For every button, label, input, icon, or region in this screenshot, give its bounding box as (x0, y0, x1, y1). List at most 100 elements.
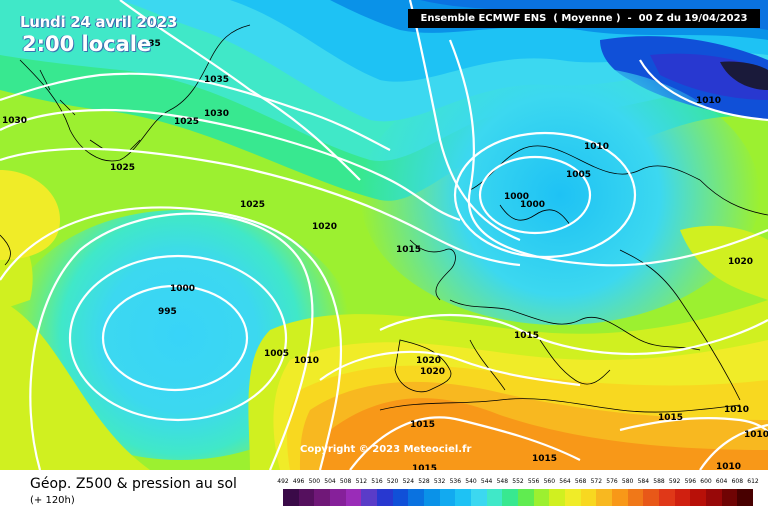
color-scale-value: 540 (465, 478, 477, 485)
isobar-label: 1000 (170, 284, 195, 294)
color-scale-value: 532 (433, 478, 446, 485)
color-scale-value: 500 (308, 478, 321, 485)
color-scale-swatch (706, 489, 722, 506)
color-scale-value: 504 (324, 478, 336, 485)
isobar-label: 1025 (174, 117, 199, 127)
isobar-label: 1015 (412, 464, 437, 470)
isobar-label: 1035 (204, 75, 229, 85)
color-scale-swatch (721, 489, 738, 506)
copyright-notice: Copyright © 2023 Meteociel.fr (300, 444, 472, 455)
color-scale-swatch (690, 489, 707, 506)
isobar-label: 1025 (110, 163, 135, 173)
isobar-label: 1030 (204, 109, 229, 119)
isobar-label: 1005 (264, 349, 289, 359)
color-scale-value: 544 (480, 478, 493, 485)
color-scale-swatch (596, 489, 613, 506)
color-scale-swatch (471, 489, 487, 506)
color-scale-swatch (659, 489, 675, 506)
color-scale-swatch (455, 489, 472, 506)
isobar-label: 1010 (716, 462, 741, 470)
color-scale-swatch (533, 489, 550, 506)
color-scale-swatch (502, 489, 519, 506)
color-scale-value: 596 (684, 478, 697, 485)
isobar-label: 1010 (294, 356, 319, 366)
isobar-label: 1010 (696, 96, 721, 106)
isobar-label: 1020 (420, 367, 445, 377)
color-scale-swatch (283, 489, 299, 506)
color-scale-value: 608 (731, 478, 744, 485)
color-scale-value: 508 (339, 478, 352, 485)
color-scale-value: 528 (418, 478, 430, 485)
color-scale-swatch (737, 489, 754, 506)
color-scale-value: 588 (653, 478, 665, 485)
color-scale-value: 592 (668, 478, 681, 485)
isobar-label: 1015 (410, 420, 435, 430)
color-scale-value: 496 (292, 478, 305, 485)
isobar-label: 1010 (744, 430, 768, 440)
model-run-banner: Ensemble ECMWF ENS ( Moyenne ) - 00 Z du… (408, 9, 760, 28)
color-scale-swatch (518, 489, 534, 506)
isobar-label: 1015 (396, 245, 421, 255)
color-scale-swatch (377, 489, 393, 506)
forecast-local-time: 2:00 locale (22, 32, 152, 56)
color-scale-labels: 492 496 500 504 508 512 516 520 524 528 532 536 540 5… (277, 478, 758, 488)
parameter-title: Géop. Z500 & pression au sol (30, 476, 237, 492)
isobar-label: 1020 (416, 356, 441, 366)
color-scale-swatch (565, 489, 581, 506)
color-scale-value: 536 (449, 478, 462, 485)
color-scale-value: 580 (621, 478, 634, 485)
color-scale-value: 568 (574, 478, 587, 485)
color-scale-swatch (314, 489, 331, 506)
color-scale-value: 512 (355, 478, 368, 485)
color-scale-value: 600 (700, 478, 712, 485)
isobar-label: 1015 (658, 413, 683, 423)
color-scale-bar (283, 489, 754, 506)
color-scale-swatch (627, 489, 644, 506)
isobar-labels: 035 1035 1030 1025 1030 1025 1025 1020 1… (2, 39, 768, 470)
color-scale-swatch (345, 489, 362, 506)
color-scale-value: 516 (371, 478, 383, 485)
isobar-label: 035 (142, 39, 161, 49)
color-scale-swatch (674, 489, 691, 506)
color-scale-value: 524 (402, 478, 415, 485)
color-scale-swatch (392, 489, 409, 506)
isobar-label: 1025 (240, 200, 265, 210)
color-scale-value: 520 (386, 478, 399, 485)
isobar-label: 995 (158, 307, 177, 317)
color-scale-swatch (549, 489, 566, 506)
weather-map: 035 1035 1030 1025 1030 1025 1025 1020 1… (0, 0, 768, 470)
color-scale-swatch (439, 489, 456, 506)
isobar-label: 1010 (724, 405, 749, 415)
isobar-label: 1015 (532, 454, 557, 464)
color-scale-swatch (580, 489, 597, 506)
color-scale-value: 584 (637, 478, 650, 485)
color-scale-swatch (424, 489, 440, 506)
lead-time: (+ 120h) (30, 495, 75, 506)
color-scale-value: 572 (590, 478, 603, 485)
isobar-label: 1000 (504, 192, 529, 202)
color-scale-swatch (298, 489, 315, 506)
color-scale-value: 548 (496, 478, 509, 485)
color-scale-value: 552 (512, 478, 524, 485)
color-scale-value: 556 (527, 478, 540, 485)
isobar-label: 1015 (514, 331, 539, 341)
color-scale-swatch (643, 489, 660, 506)
color-scale-swatch (361, 489, 378, 506)
isobar-label: 1005 (566, 170, 591, 180)
color-scale-swatch (330, 489, 346, 506)
color-scale-value: 576 (606, 478, 618, 485)
isobar-label: 1020 (312, 222, 337, 232)
coastlines (0, 24, 768, 413)
geopotential-shading (0, 0, 768, 470)
isobar-label: 1000 (520, 200, 545, 210)
isobar-label: 1010 (584, 142, 609, 152)
color-scale-swatch (612, 489, 628, 506)
color-scale-swatch (408, 489, 425, 506)
color-scale-value: 612 (747, 478, 759, 485)
color-scale-swatch (486, 489, 503, 506)
forecast-date: Lundi 24 avril 2023 (20, 13, 177, 31)
color-scale-value: 492 (277, 478, 289, 485)
color-scale-value: 604 (715, 478, 728, 485)
color-scale-value: 564 (559, 478, 571, 485)
color-scale: 492 496 500 504 508 512 516 520 524 528 532 536 540 5… (277, 478, 759, 508)
